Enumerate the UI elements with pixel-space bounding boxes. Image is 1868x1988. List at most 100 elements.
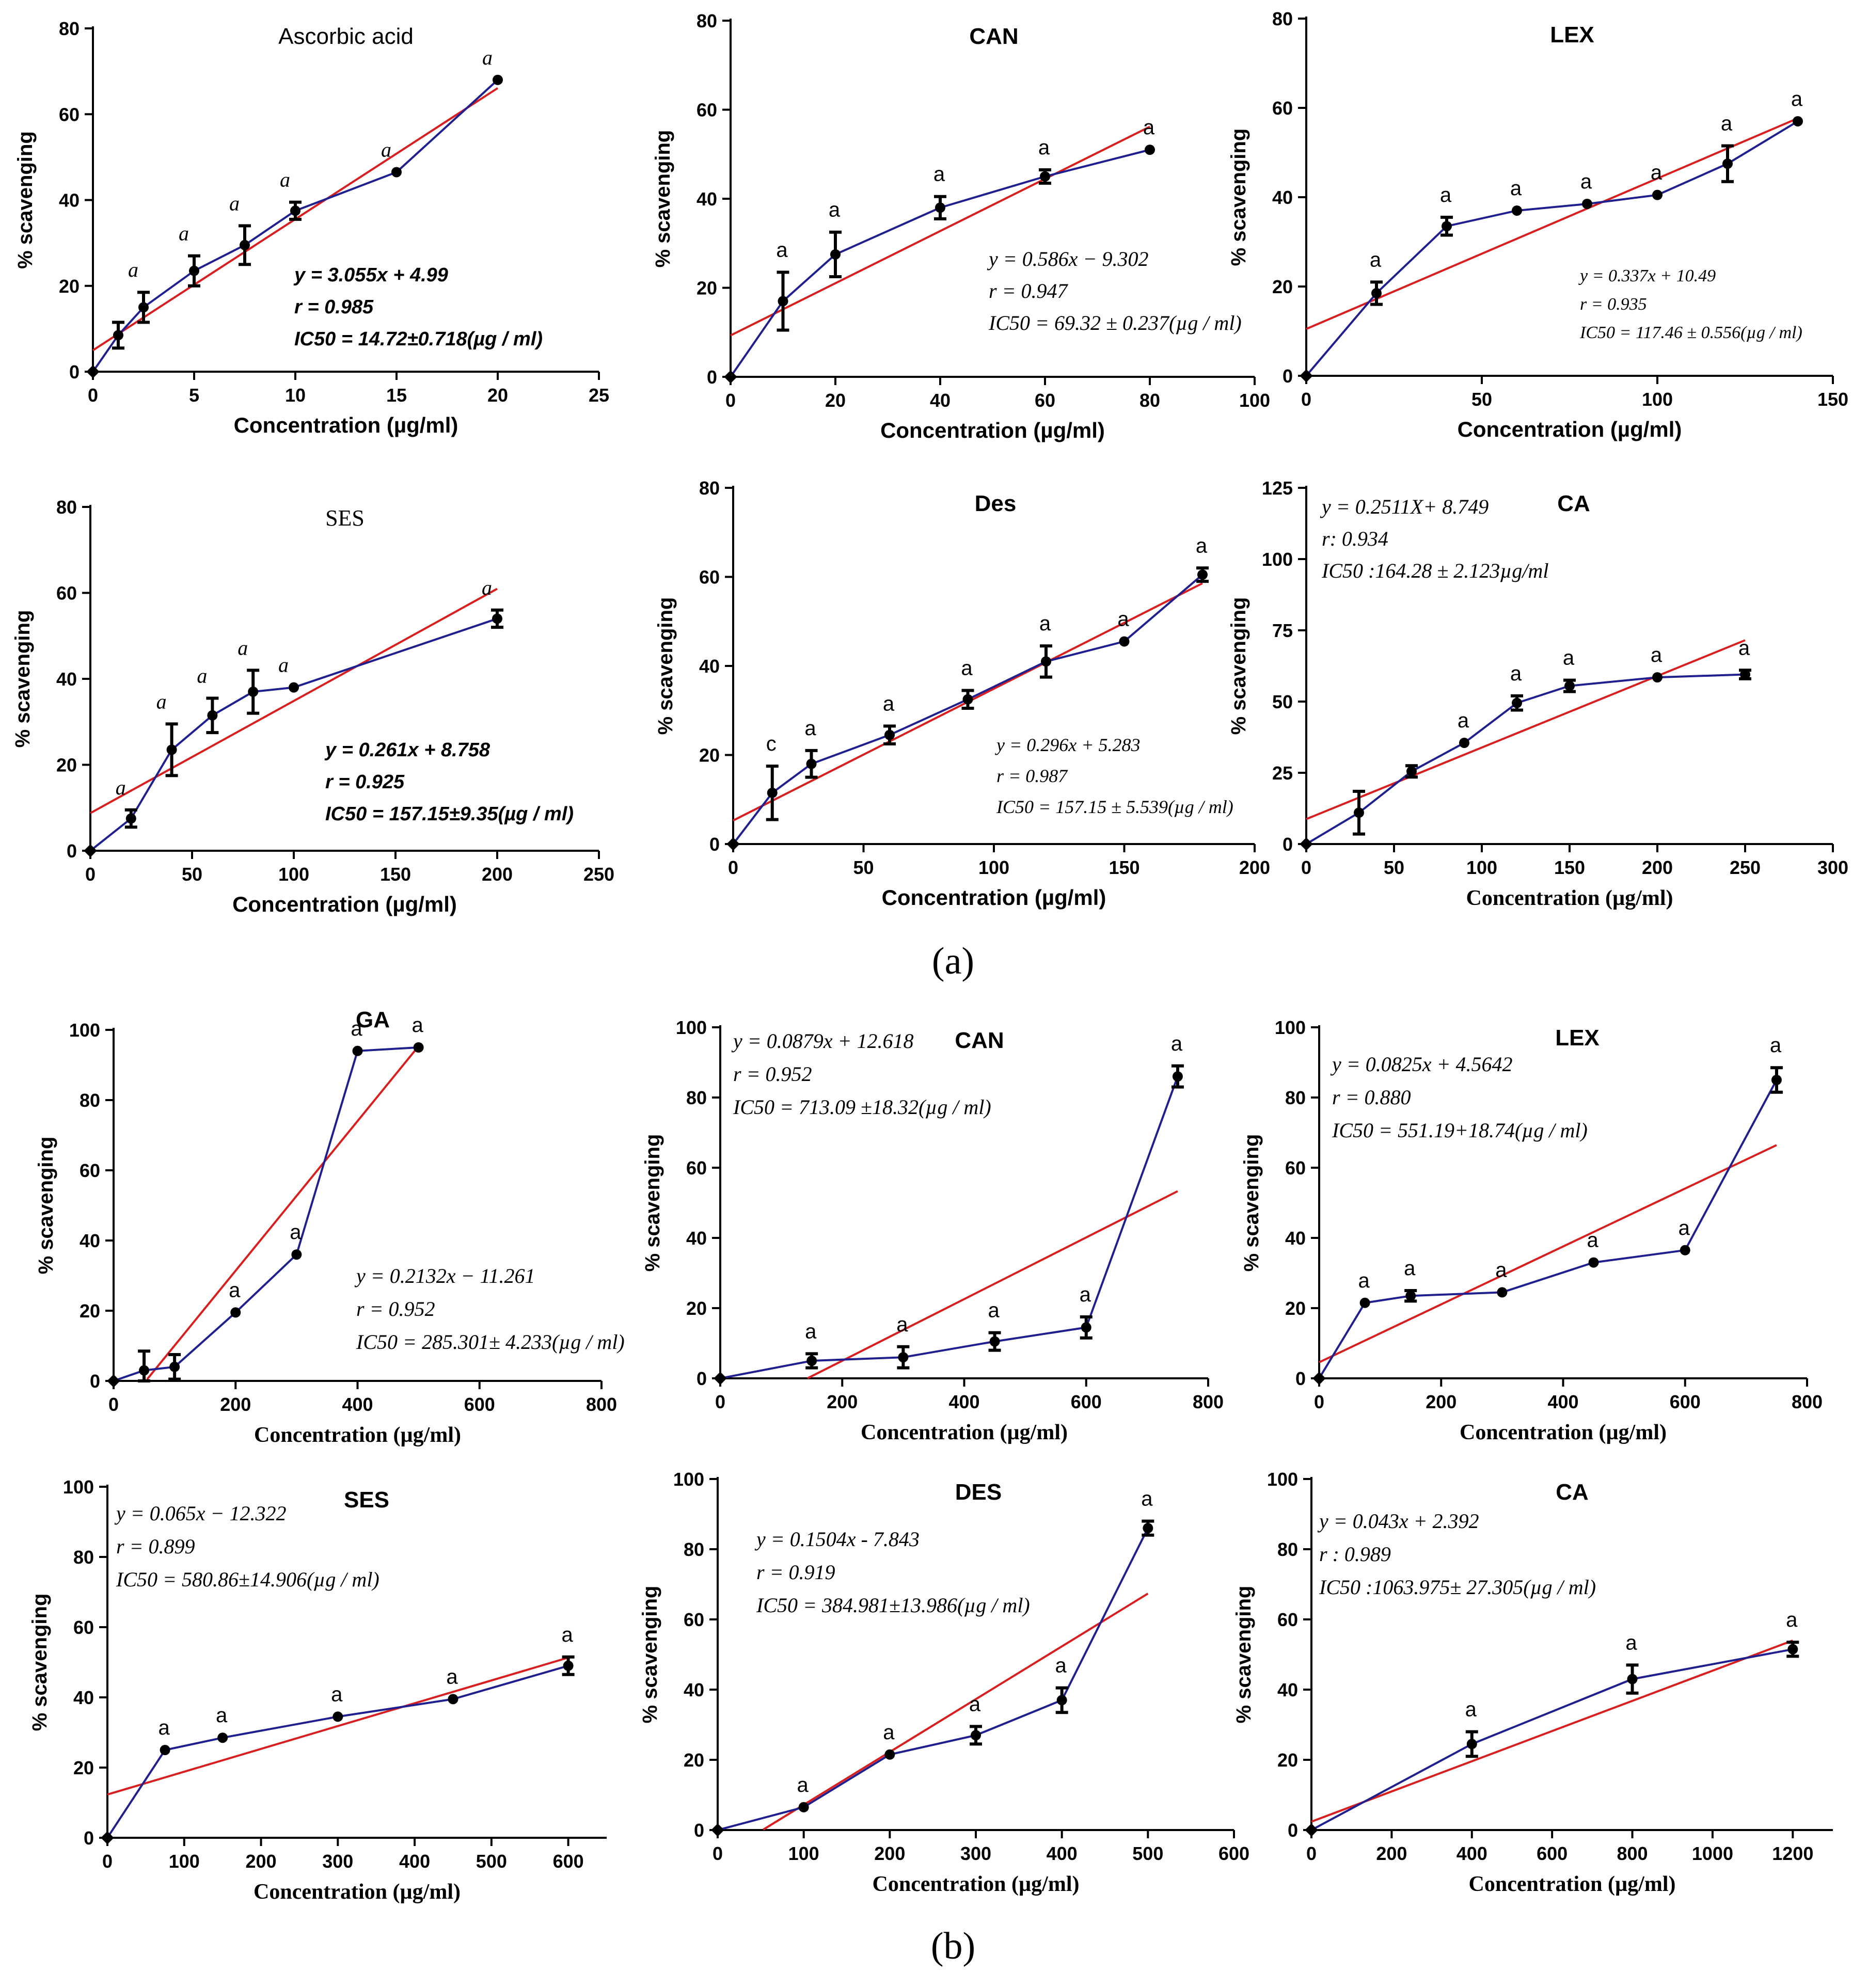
y-tick-label: 25 <box>1272 762 1293 784</box>
regression-annotation: y = 0.586x − 9.302 <box>987 247 1149 271</box>
significance-letter: a <box>351 1017 362 1040</box>
data-point <box>1312 1372 1326 1385</box>
fit-line <box>1306 117 1798 330</box>
data-point <box>290 205 300 216</box>
regression-annotation: IC50 = 551.19+18.74(µg / ml) <box>1332 1119 1588 1142</box>
x-tick-label: 0 <box>1306 1843 1317 1864</box>
y-axis-label: % scavenging <box>1240 1134 1263 1272</box>
data-point <box>935 202 945 213</box>
x-tick-label: 60 <box>1035 390 1055 411</box>
data-point <box>1119 636 1130 647</box>
x-tick-label: 0 <box>725 390 736 411</box>
data-point <box>563 1660 574 1671</box>
y-axis-label: % scavenging <box>14 131 37 269</box>
chart-title: LEX <box>1555 1025 1600 1051</box>
significance-letter: a <box>156 690 167 713</box>
data-point <box>352 1045 363 1056</box>
chart-a3: 0 50 100 150 0 20 40 60 80 Concentration (µg/ml)%… <box>1227 8 1848 441</box>
significance-letter: a <box>969 1693 981 1715</box>
y-tick-label: 80 <box>56 497 77 518</box>
data-point <box>1652 672 1663 683</box>
significance-letter: a <box>280 168 290 192</box>
y-tick-label: 100 <box>1267 1469 1298 1490</box>
series-line <box>732 574 1204 845</box>
data-point <box>1588 1257 1599 1268</box>
data-point <box>289 682 299 693</box>
x-tick-label: 500 <box>1132 1843 1163 1864</box>
y-tick-label: 0 <box>1295 1368 1306 1389</box>
data-point <box>830 249 841 260</box>
y-axis-label: % scavenging <box>1232 1586 1255 1724</box>
x-tick-label: 200 <box>1376 1843 1407 1864</box>
y-tick-label: 40 <box>1285 1228 1306 1249</box>
series-line <box>1305 673 1746 845</box>
data-point <box>248 686 259 697</box>
y-tick-label: 20 <box>1277 1750 1298 1771</box>
significance-letter: a <box>446 1665 458 1688</box>
x-axis-label: Concentration (µg/ml) <box>873 1872 1080 1896</box>
data-point <box>778 296 788 307</box>
regression-annotation: IC50 = 69.32 ± 0.237(µg / ml) <box>988 311 1242 335</box>
y-tick-label: 80 <box>73 1547 94 1568</box>
y-tick-label: 60 <box>1277 1609 1298 1630</box>
x-tick-label: 100 <box>278 864 309 885</box>
y-tick-label: 20 <box>56 755 77 776</box>
significance-letter: a <box>1510 177 1522 200</box>
significance-letter: a <box>1143 116 1155 139</box>
significance-letter: a <box>1039 612 1051 635</box>
fit-line <box>763 1593 1149 1831</box>
significance-letter: a <box>229 192 240 215</box>
x-axis-label: Concentration (µg/ml) <box>234 413 458 437</box>
chart-title: GA <box>356 1007 390 1032</box>
x-tick-label: 800 <box>1193 1391 1224 1412</box>
x-tick-label: 600 <box>464 1394 495 1415</box>
x-tick-label: 600 <box>1218 1843 1249 1864</box>
x-tick-label: 250 <box>1730 857 1761 878</box>
significance-letter: a <box>1404 1257 1416 1280</box>
y-tick-label: 60 <box>56 583 77 604</box>
regression-annotation: y = 0.337x + 10.49 <box>1578 266 1716 285</box>
y-tick-label: 100 <box>676 1017 707 1038</box>
x-tick-label: 400 <box>948 1391 979 1412</box>
x-tick-label: 300 <box>1817 857 1848 878</box>
data-point <box>101 1831 114 1844</box>
y-tick-label: 20 <box>59 276 80 297</box>
significance-letter: a <box>238 636 248 659</box>
chart-b3: 0 200 400 600 800 0 20 40 60 80 100 Concentration (… <box>1240 1017 1823 1444</box>
data-point <box>1056 1695 1067 1706</box>
significance-letter: a <box>933 163 945 186</box>
y-tick-label: 75 <box>1272 620 1293 641</box>
y-tick-label: 60 <box>1285 1157 1306 1179</box>
x-tick-label: 0 <box>728 857 738 878</box>
fit-line <box>730 125 1150 337</box>
data-point <box>1512 697 1522 708</box>
x-tick-label: 100 <box>978 857 1009 878</box>
significance-letter: a <box>1651 162 1663 184</box>
data-point <box>1680 1245 1690 1255</box>
chart-b5: 0 100 200 300 400 500 600 0 20 40 60 80 100 Concentra… <box>639 1469 1249 1896</box>
y-tick-label: 0 <box>709 834 720 855</box>
x-axis-label: Concentration (µg/ml) <box>882 885 1106 910</box>
x-tick-label: 300 <box>960 1843 991 1864</box>
x-tick-label: 200 <box>874 1843 905 1864</box>
regression-annotation: r: 0.934 <box>1322 527 1388 550</box>
y-tick-label: 20 <box>696 278 717 299</box>
y-axis-label: % scavenging <box>11 610 34 748</box>
chart-title: CA <box>1557 491 1590 516</box>
x-axis-label: Concentration (µg/ml) <box>1460 1421 1667 1444</box>
significance-letter: a <box>561 1624 573 1646</box>
regression-annotation: IC50 = 157.15 ± 5.539(µg / ml) <box>996 797 1233 817</box>
data-point <box>107 1374 120 1388</box>
data-point <box>138 302 149 313</box>
x-tick-label: 150 <box>1817 389 1848 410</box>
regression-annotation: IC50 = 713.09 ±18.32(µg / ml) <box>733 1095 991 1119</box>
significance-letter: a <box>1465 1698 1477 1721</box>
significance-letter: a <box>128 258 138 281</box>
significance-letter: a <box>331 1683 343 1706</box>
data-point <box>139 1365 150 1376</box>
data-point <box>1787 1644 1798 1655</box>
data-point <box>1143 1523 1153 1534</box>
chart-title: CAN <box>969 24 1018 49</box>
regression-annotation: IC50 = 14.72±0.718(µg / ml) <box>294 328 543 350</box>
